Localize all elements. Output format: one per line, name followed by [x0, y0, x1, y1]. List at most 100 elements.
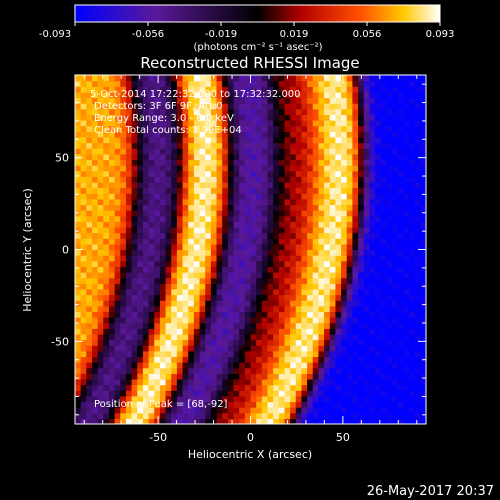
heatmap-cell: [301, 170, 308, 177]
heatmap-cell: [329, 114, 337, 121]
heatmap-cell: [165, 412, 172, 419]
heatmap-cell: [329, 339, 337, 346]
heatmap-cell: [414, 328, 421, 335]
heatmap-cell: [375, 165, 382, 172]
heatmap-cell: [114, 114, 121, 121]
heatmap-cell: [369, 356, 376, 363]
heatmap-cell: [142, 165, 150, 172]
heatmap-cell: [171, 272, 178, 279]
heatmap-cell: [148, 339, 155, 346]
heatmap-cell: [108, 328, 116, 335]
heatmap-cell: [159, 187, 167, 194]
heatmap-cell: [278, 345, 286, 352]
heatmap-cell: [284, 266, 291, 273]
heatmap-cell: [182, 288, 189, 296]
heatmap-cell: [159, 170, 167, 177]
heatmap-cell: [80, 378, 87, 386]
heatmap-cell: [239, 322, 246, 329]
heatmap-cell: [278, 305, 286, 313]
heatmap-cell: [159, 193, 167, 200]
heatmap-cell: [295, 272, 303, 279]
heatmap-cell: [290, 373, 297, 380]
heatmap-cell: [335, 91, 342, 99]
heatmap-cell: [267, 131, 274, 138]
heatmap-cell: [125, 114, 133, 121]
heatmap-cell: [216, 193, 223, 200]
heatmap-cell: [171, 204, 178, 211]
heatmap-cell: [346, 238, 353, 245]
heatmap-cell: [318, 136, 325, 144]
heatmap-cell: [278, 176, 286, 183]
heatmap-cell: [199, 272, 206, 279]
heatmap-cell: [329, 272, 337, 279]
heatmap-cell: [363, 294, 370, 301]
heatmap-cell: [324, 418, 331, 424]
heatmap-cell: [227, 345, 235, 352]
heatmap-cell: [273, 148, 280, 155]
heatmap-cell: [312, 103, 320, 110]
heatmap-cell: [358, 339, 365, 346]
heatmap-cell: [120, 187, 127, 194]
heatmap-cell: [363, 80, 370, 87]
heatmap-cell: [91, 272, 99, 279]
heatmap-cell: [420, 339, 426, 346]
heatmap-cell: [324, 215, 331, 222]
x-tick-label: -50: [149, 431, 167, 444]
heatmap-cell: [346, 243, 353, 251]
heatmap-cell: [222, 198, 229, 206]
heatmap-cell: [386, 165, 393, 172]
heatmap-cell: [363, 86, 370, 93]
heatmap-cell: [171, 136, 178, 144]
heatmap-cell: [193, 311, 201, 318]
heatmap-cell: [86, 80, 93, 87]
heatmap-cell: [386, 142, 393, 149]
heatmap-cell: [375, 390, 382, 397]
heatmap-cell: [103, 322, 110, 329]
heatmap-cell: [210, 311, 218, 318]
heatmap-cell: [375, 198, 382, 206]
heatmap-cell: [386, 328, 393, 335]
heatmap-cell: [86, 210, 93, 217]
heatmap-cell: [256, 328, 263, 335]
heatmap-cell: [193, 272, 201, 279]
heatmap-cell: [75, 367, 82, 374]
heatmap-cell: [216, 384, 223, 391]
heatmap-cell: [358, 384, 365, 391]
heatmap-cell: [131, 328, 138, 335]
heatmap-cell: [301, 75, 308, 82]
heatmap-cell: [205, 390, 212, 397]
heatmap-cell: [154, 300, 161, 307]
heatmap-cell: [91, 249, 99, 256]
heatmap-cell: [148, 356, 155, 363]
heatmap-cell: [182, 300, 189, 307]
heatmap-cell: [312, 86, 320, 93]
heatmap-cell: [346, 97, 353, 104]
heatmap-cell: [97, 165, 104, 172]
heatmap-cell: [335, 165, 342, 172]
heatmap-cell: [363, 131, 370, 138]
heatmap-cell: [363, 300, 370, 307]
heatmap-cell: [295, 165, 303, 172]
heatmap-cell: [318, 75, 325, 82]
heatmap-cell: [182, 255, 189, 262]
heatmap-cell: [199, 148, 206, 155]
heatmap-cell: [250, 131, 257, 138]
heatmap-cell: [363, 395, 370, 403]
heatmap-cell: [142, 142, 150, 149]
heatmap-cell: [244, 390, 252, 397]
heatmap-cell: [75, 333, 82, 341]
heatmap-cell: [307, 210, 314, 217]
heatmap-cell: [103, 345, 110, 352]
heatmap-cell: [341, 283, 348, 290]
heatmap-cell: [250, 243, 257, 251]
heatmap-cell: [397, 215, 404, 222]
heatmap-cell: [267, 170, 274, 177]
heatmap-cell: [239, 407, 246, 414]
heatmap-cell: [341, 356, 348, 363]
heatmap-cell: [148, 193, 155, 200]
heatmap-cell: [329, 86, 337, 93]
heatmap-cell: [403, 260, 410, 267]
heatmap-cell: [193, 395, 201, 403]
heatmap-cell: [290, 378, 297, 386]
heatmap-cell: [397, 294, 404, 301]
